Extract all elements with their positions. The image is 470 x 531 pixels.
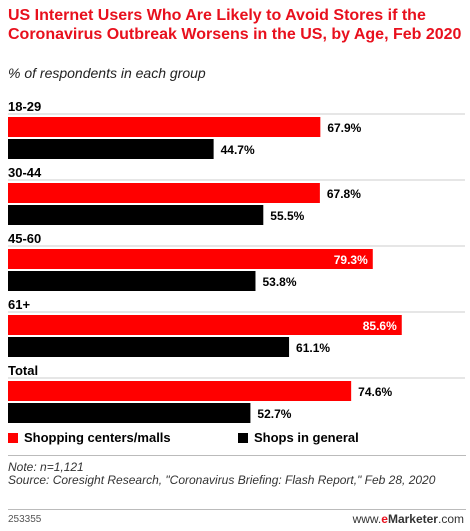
data-label: 67.9% xyxy=(327,121,361,135)
chart-id: 253355 xyxy=(8,514,42,525)
data-label: 44.7% xyxy=(221,143,255,157)
legend-label-shops-in-general: Shops in general xyxy=(254,430,359,445)
data-label: 52.7% xyxy=(257,407,291,421)
legend-item-shops-in-general: Shops in general xyxy=(238,430,359,445)
note-text: Note: n=1,121 xyxy=(8,460,84,474)
bar-shops-in-general xyxy=(8,205,264,225)
bar-shopping-centers xyxy=(8,249,373,269)
source-text: Source: Coresight Research, "Coronavirus… xyxy=(8,473,436,487)
brand-name: Marketer xyxy=(387,512,438,526)
category-label: 45-60 xyxy=(8,231,41,246)
bar-shopping-centers xyxy=(8,117,321,137)
notes-divider xyxy=(8,455,466,456)
legend-swatch-black xyxy=(238,433,248,443)
legend-label-shopping-centers: Shopping centers/malls xyxy=(24,430,171,445)
bar-shops-in-general xyxy=(8,337,290,357)
category-label: 61+ xyxy=(8,297,30,312)
chart-subtitle: % of respondents in each group xyxy=(8,65,206,81)
data-label: 79.3% xyxy=(334,253,368,267)
brand-e: e xyxy=(381,512,388,526)
brand-logo: www.eMarketer.com xyxy=(353,512,464,526)
data-label: 74.6% xyxy=(358,385,392,399)
data-label: 61.1% xyxy=(296,341,330,355)
bar-chart: 18-29 67.9% 44.7% 30-44 67.8% 55.5% 45-60 79.3%… xyxy=(8,99,465,423)
brand-suffix: .com xyxy=(437,512,464,526)
bar-shopping-centers xyxy=(8,381,352,401)
data-label: 53.8% xyxy=(262,275,296,289)
footer-divider xyxy=(8,509,466,510)
chart-title: US Internet Users Who Are Likely to Avoi… xyxy=(8,7,462,43)
data-label: 85.6% xyxy=(363,319,397,333)
data-label: 55.5% xyxy=(270,209,304,223)
bar-shops-in-general xyxy=(8,403,251,423)
category-label: 30-44 xyxy=(8,165,42,180)
bar-shopping-centers xyxy=(8,183,320,203)
brand-prefix: www. xyxy=(352,512,382,526)
data-label: 67.8% xyxy=(327,187,361,201)
legend-swatch-red xyxy=(8,433,18,443)
bar-shops-in-general xyxy=(8,139,214,159)
bar-shops-in-general xyxy=(8,271,256,291)
category-label: Total xyxy=(8,363,38,378)
legend-item-shopping-centers: Shopping centers/malls xyxy=(8,430,171,445)
chart-notes: Note: n=1,121 Source: Coresight Research… xyxy=(8,461,463,487)
bar-shopping-centers xyxy=(8,315,402,335)
category-label: 18-29 xyxy=(8,99,41,114)
